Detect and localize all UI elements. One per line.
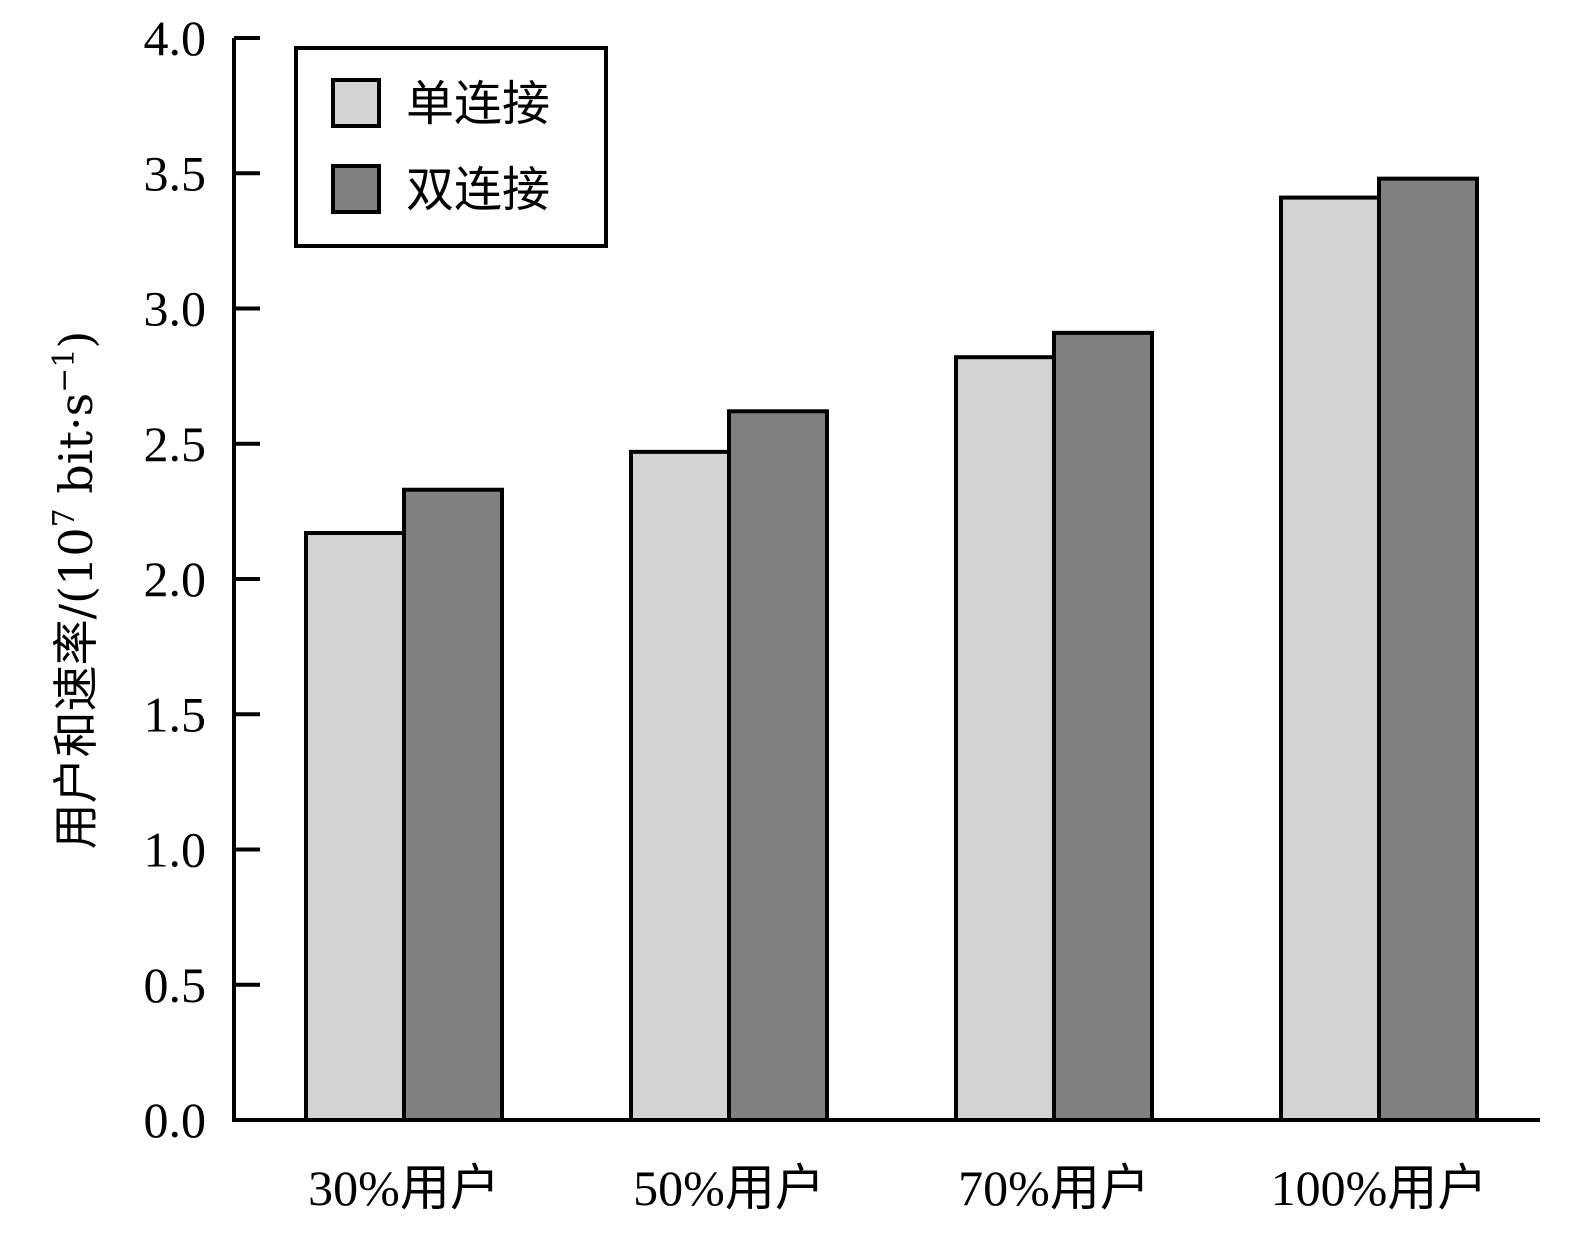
y-tick-label: 2.0 xyxy=(144,551,207,607)
legend-label-dual: 双连接 xyxy=(406,162,550,218)
y-axis-title: 用户和速率/(107 bit·s−1) xyxy=(47,331,103,850)
y-tick-label: 3.0 xyxy=(144,281,207,337)
bar-dual-2 xyxy=(1052,330,1154,1123)
y-tick-label: 4.0 xyxy=(144,10,207,66)
y-tick-label: 1.0 xyxy=(144,822,207,878)
y-axis-title-main: 用户和速率/(10 xyxy=(49,527,103,849)
bar-single-2 xyxy=(954,355,1056,1122)
y-tick-label: 3.5 xyxy=(144,145,207,201)
y-tick-label: 1.5 xyxy=(144,686,207,742)
x-category-label: 100%用户 xyxy=(1271,1160,1488,1216)
x-category-label: 50%用户 xyxy=(633,1160,825,1216)
y-ticks: 0.0 0.5 1.0 1.5 2.0 2.5 3.0 3.5 4.0 xyxy=(144,10,260,1148)
bar-dual-3 xyxy=(1377,176,1479,1123)
bar-dual-1 xyxy=(727,409,829,1123)
legend: 单连接 双连接 xyxy=(294,46,608,248)
legend-swatch-dual xyxy=(331,164,381,214)
bar-single-3 xyxy=(1279,195,1381,1123)
y-axis-title-exp1: 7 xyxy=(47,508,82,527)
y-tick-label: 0.0 xyxy=(144,1092,207,1148)
y-axis-title-end: ) xyxy=(49,331,103,349)
legend-swatch-single xyxy=(331,78,381,128)
bar-dual-0 xyxy=(402,487,504,1122)
x-category-label: 70%用户 xyxy=(958,1160,1150,1216)
y-tick-label: 2.5 xyxy=(144,416,207,472)
bar-single-0 xyxy=(304,531,406,1122)
x-category-label: 30%用户 xyxy=(308,1160,500,1216)
y-tick-label: 0.5 xyxy=(144,957,207,1013)
x-labels: 30%用户 50%用户 70%用户 100%用户 xyxy=(308,1160,1487,1216)
legend-label-single: 单连接 xyxy=(406,76,550,132)
y-axis-title-exp2: −1 xyxy=(47,349,82,393)
bar-single-1 xyxy=(629,449,731,1122)
bars xyxy=(304,176,1479,1123)
y-axis-title-mid: bit·s xyxy=(49,393,103,509)
